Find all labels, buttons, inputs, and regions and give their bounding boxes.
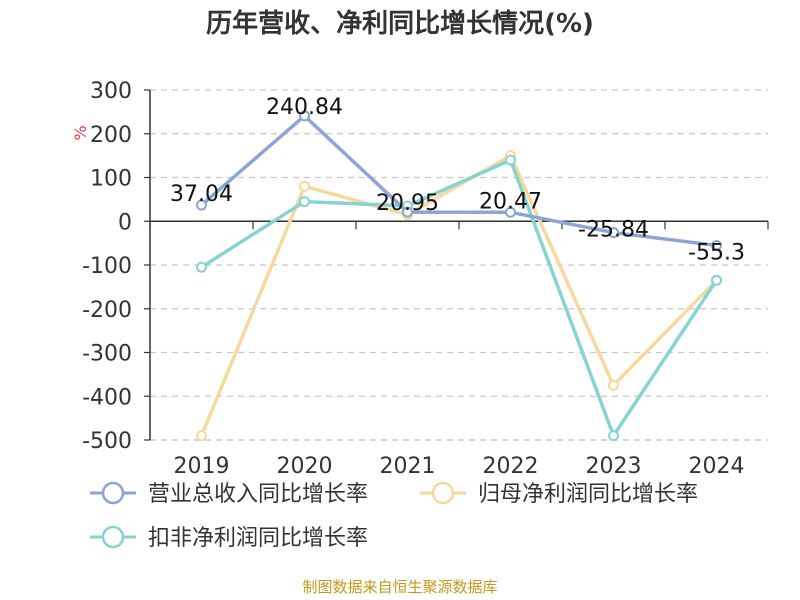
axis-layer: 300 200 100 0 -100 -200 -300 -400 -500 2019 2020 20…	[82, 79, 769, 479]
y-tick-label: 0	[118, 210, 132, 235]
data-label: -55.3	[688, 240, 745, 265]
legend-item[interactable]: 归母净利润同比增长率	[420, 481, 698, 507]
series-layer	[196, 110, 722, 442]
legend-label: 营业总收入同比增长率	[148, 482, 368, 507]
series-point	[505, 154, 516, 166]
series-point	[711, 274, 722, 286]
series-point	[402, 206, 413, 218]
data-label: -25.84	[578, 218, 649, 243]
y-tick-label: 200	[90, 123, 132, 148]
legend-label: 扣非净利润同比增长率	[148, 526, 368, 551]
series-point	[608, 379, 619, 391]
series-point	[299, 110, 310, 122]
data-label: 20.47	[479, 189, 542, 214]
source-note: 制图数据来自恒生聚源数据库	[302, 578, 497, 596]
series-point	[299, 196, 310, 208]
legend-item[interactable]: 营业总收入同比增长率	[90, 481, 368, 507]
chart-title: 历年营收、净利同比增长情况(%)	[206, 8, 594, 39]
series-point	[608, 227, 619, 239]
series-point	[196, 430, 207, 442]
series-point	[505, 206, 516, 218]
x-tick-label: 2020	[277, 454, 333, 479]
legend-marker-icon	[101, 525, 125, 549]
y-tick-label: -400	[82, 385, 132, 410]
data-label: 37.04	[170, 182, 233, 207]
series-point	[711, 239, 722, 251]
x-tick-label: 2021	[380, 454, 436, 479]
x-tick-label: 2022	[483, 454, 539, 479]
legend-marker-icon	[431, 481, 455, 505]
x-tick-label: 2024	[689, 454, 745, 479]
data-label: 240.84	[266, 95, 343, 120]
series-point	[299, 180, 310, 192]
x-tick-label: 2019	[174, 454, 230, 479]
y-tick-label: 100	[90, 167, 132, 192]
legend-label: 归母净利润同比增长率	[478, 482, 698, 507]
y-tick-label: -300	[82, 342, 132, 367]
x-tick-label: 2023	[586, 454, 642, 479]
series-point	[196, 199, 207, 211]
grid-layer	[150, 89, 768, 441]
y-tick-label: 300	[90, 79, 132, 104]
y-tick-label: -100	[82, 254, 132, 279]
series-point	[196, 261, 207, 273]
series-line	[199, 153, 719, 438]
y-unit-label: %	[71, 125, 90, 140]
data-label-layer: 37.04 240.84 20.95 20.47 -25.84 -55.3	[170, 95, 745, 266]
y-tick-label: -200	[82, 298, 132, 323]
legend-marker-icon	[101, 481, 125, 505]
series-point	[608, 430, 619, 442]
legend-item[interactable]: 扣非净利润同比增长率	[90, 525, 368, 551]
y-tick-label: -500	[82, 429, 132, 454]
series-line	[199, 158, 719, 438]
data-label: 20.95	[376, 191, 439, 216]
series-line	[199, 114, 719, 248]
